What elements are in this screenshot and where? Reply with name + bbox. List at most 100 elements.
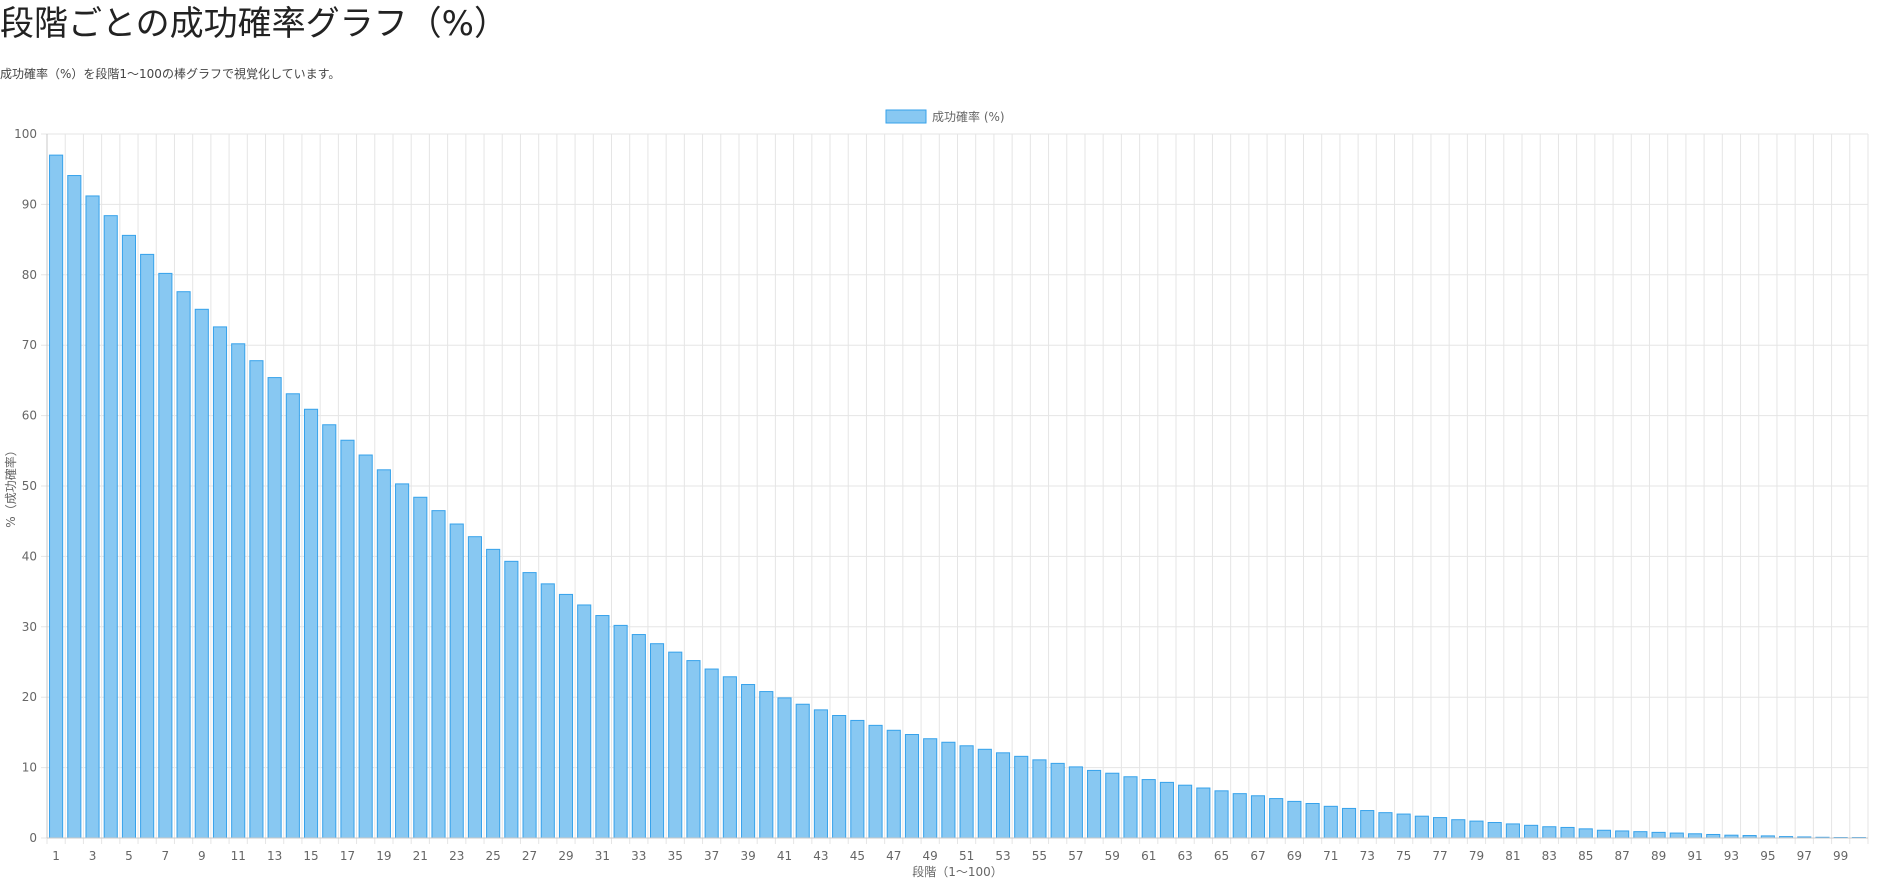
bar[interactable]	[431, 510, 446, 839]
bar[interactable]	[1214, 790, 1229, 839]
bar[interactable]	[923, 738, 938, 839]
bar[interactable]	[1287, 800, 1302, 839]
bar[interactable]	[413, 496, 428, 839]
bar[interactable]	[795, 703, 810, 839]
bar[interactable]	[267, 377, 282, 839]
bar[interactable]	[1323, 805, 1338, 839]
bar[interactable]	[813, 709, 828, 839]
bar[interactable]	[1542, 826, 1557, 839]
x-tick-label: 85	[1578, 849, 1593, 863]
bar[interactable]	[395, 483, 410, 839]
bar[interactable]	[741, 684, 756, 839]
bar[interactable]	[522, 572, 537, 839]
bar[interactable]	[1196, 787, 1211, 839]
bar[interactable]	[540, 583, 555, 839]
bar[interactable]	[668, 651, 683, 839]
bar[interactable]	[850, 719, 865, 839]
bar[interactable]	[1141, 779, 1156, 839]
bar[interactable]	[613, 624, 628, 839]
bar[interactable]	[904, 734, 920, 839]
bar[interactable]	[1178, 784, 1193, 839]
y-tick-label: 70	[22, 338, 37, 352]
bar[interactable]	[977, 748, 992, 839]
bar[interactable]	[376, 469, 391, 839]
bar[interactable]	[1305, 803, 1320, 839]
bar[interactable]	[595, 615, 610, 839]
bar[interactable]	[1687, 833, 1703, 839]
bar[interactable]	[249, 360, 264, 839]
bar[interactable]	[504, 560, 519, 839]
x-tick-label: 77	[1432, 849, 1447, 863]
bar[interactable]	[1451, 819, 1466, 839]
bar[interactable]	[1651, 831, 1666, 839]
bar[interactable]	[577, 604, 592, 839]
bar[interactable]	[886, 729, 901, 839]
bar[interactable]	[959, 745, 974, 839]
bar[interactable]	[1032, 759, 1047, 839]
x-tick-label: 1	[52, 849, 60, 863]
bar[interactable]	[868, 724, 883, 839]
bar[interactable]	[832, 715, 847, 839]
bar[interactable]	[358, 454, 373, 839]
bar[interactable]	[1105, 772, 1120, 839]
bar[interactable]	[1068, 766, 1083, 839]
bar[interactable]	[1123, 776, 1138, 839]
bar[interactable]	[1505, 823, 1520, 839]
bar[interactable]	[140, 253, 155, 839]
bar[interactable]	[67, 175, 82, 839]
bar[interactable]	[1087, 769, 1102, 839]
bar[interactable]	[722, 676, 737, 839]
bar[interactable]	[303, 408, 319, 839]
bar[interactable]	[121, 234, 137, 839]
bar[interactable]	[1414, 815, 1429, 839]
bar[interactable]	[158, 272, 173, 839]
bar[interactable]	[1232, 793, 1247, 839]
bar[interactable]	[631, 634, 646, 839]
chart-legend[interactable]: 成功確率 (%)	[885, 109, 1005, 124]
bar[interactable]	[1524, 824, 1539, 839]
bar[interactable]	[1159, 781, 1174, 839]
bar[interactable]	[704, 668, 719, 839]
bar[interactable]	[1487, 822, 1502, 839]
bar[interactable]	[103, 215, 118, 839]
bar[interactable]	[1706, 833, 1721, 839]
bar[interactable]	[1578, 828, 1593, 839]
bar[interactable]	[759, 691, 774, 839]
bar[interactable]	[649, 643, 665, 839]
x-tick-label: 73	[1360, 849, 1375, 863]
bar[interactable]	[176, 291, 191, 839]
bar[interactable]	[1269, 798, 1284, 839]
bar[interactable]	[340, 439, 355, 839]
bar[interactable]	[1669, 832, 1684, 839]
bar[interactable]	[1596, 829, 1612, 839]
bar[interactable]	[285, 393, 300, 839]
bar[interactable]	[1396, 813, 1411, 839]
bar[interactable]	[1560, 826, 1575, 839]
x-tick-label: 45	[850, 849, 865, 863]
bar[interactable]	[194, 308, 209, 839]
bar[interactable]	[558, 593, 574, 839]
bar[interactable]	[777, 697, 792, 839]
bar[interactable]	[1360, 810, 1375, 839]
bar[interactable]	[1433, 817, 1448, 839]
bar[interactable]	[995, 752, 1011, 839]
bar[interactable]	[85, 195, 100, 839]
bar[interactable]	[941, 741, 956, 839]
bar[interactable]	[1341, 807, 1357, 839]
bar[interactable]	[1014, 755, 1029, 839]
bar[interactable]	[1615, 830, 1630, 839]
bar[interactable]	[467, 536, 482, 839]
bar[interactable]	[686, 660, 701, 839]
bar[interactable]	[449, 523, 464, 839]
bar[interactable]	[1469, 820, 1484, 839]
bar[interactable]	[1250, 795, 1266, 839]
bar[interactable]	[1378, 812, 1393, 839]
bar[interactable]	[486, 548, 501, 839]
bar[interactable]	[1050, 762, 1065, 839]
bar[interactable]	[49, 154, 64, 839]
bar[interactable]	[231, 343, 246, 839]
bar[interactable]	[322, 424, 337, 839]
bar[interactable]	[1633, 831, 1648, 839]
x-tick-label: 27	[522, 849, 537, 863]
bar[interactable]	[212, 326, 228, 839]
